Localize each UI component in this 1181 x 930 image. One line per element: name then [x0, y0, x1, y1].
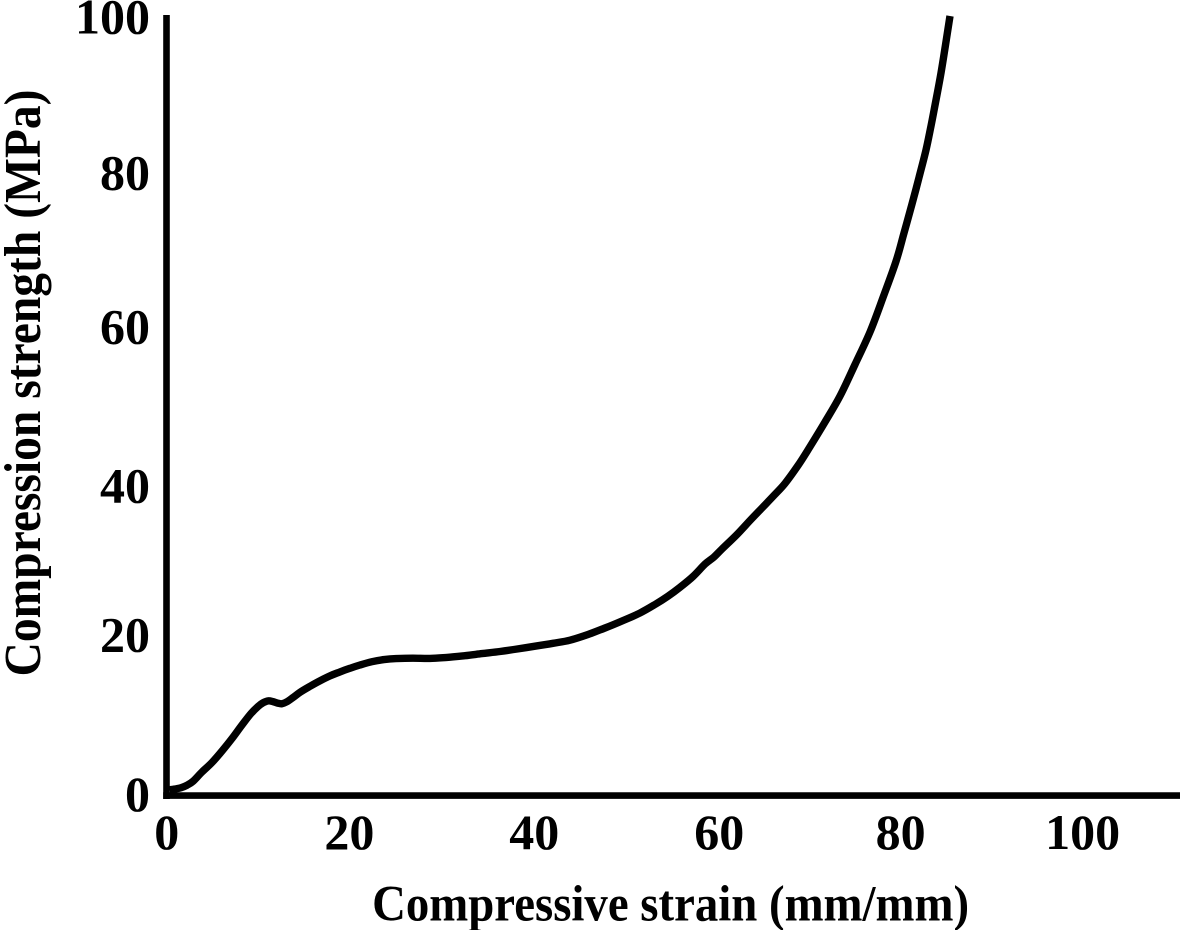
svg-text:40: 40 [100, 458, 150, 514]
svg-text:20: 20 [324, 804, 374, 860]
svg-text:40: 40 [509, 804, 559, 860]
svg-text:100: 100 [75, 0, 150, 45]
svg-text:60: 60 [100, 299, 150, 355]
svg-text:0: 0 [125, 766, 150, 822]
svg-text:Compression strength (MPa): Compression strength (MPa) [0, 90, 52, 677]
svg-text:20: 20 [100, 607, 150, 663]
svg-text:80: 80 [876, 804, 926, 860]
svg-text:80: 80 [100, 145, 150, 201]
svg-text:100: 100 [1045, 804, 1120, 860]
svg-text:60: 60 [694, 804, 744, 860]
svg-text:Compressive strain (mm/mm): Compressive strain (mm/mm) [372, 877, 969, 930]
svg-text:0: 0 [154, 804, 179, 860]
